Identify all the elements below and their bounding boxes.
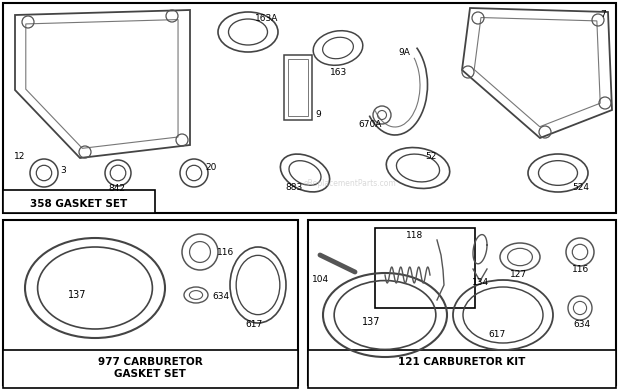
Text: 634: 634: [573, 320, 590, 329]
Text: 634: 634: [212, 292, 229, 301]
Text: 9: 9: [315, 110, 321, 119]
Text: 20: 20: [205, 163, 216, 172]
Text: 617: 617: [245, 320, 262, 329]
Text: 116: 116: [217, 248, 234, 257]
Text: 163: 163: [330, 68, 347, 77]
Text: 52: 52: [425, 152, 436, 161]
Text: 137: 137: [68, 290, 87, 300]
Bar: [284, 55, 312, 120]
Text: 524: 524: [572, 183, 589, 192]
Text: 134: 134: [472, 278, 489, 287]
Text: 842: 842: [108, 184, 125, 193]
Text: 617: 617: [488, 330, 505, 339]
Text: 121 CARBURETOR KIT: 121 CARBURETOR KIT: [398, 357, 526, 367]
Text: 977 CARBURETOR
GASKET SET: 977 CARBURETOR GASKET SET: [97, 357, 202, 378]
Text: 163A: 163A: [255, 14, 278, 23]
Bar: [3, 190, 155, 213]
Text: 118: 118: [406, 231, 423, 240]
Text: 137: 137: [362, 317, 381, 327]
Bar: [3, 220, 298, 385]
Text: 127: 127: [510, 270, 527, 279]
Text: 883: 883: [285, 183, 303, 192]
Text: 670A: 670A: [358, 120, 381, 129]
Text: 116: 116: [572, 265, 589, 274]
Bar: [375, 228, 475, 308]
Text: 358 GASKET SET: 358 GASKET SET: [30, 199, 128, 209]
Text: 7: 7: [600, 10, 606, 19]
Text: eReplacementParts.com: eReplacementParts.com: [304, 179, 396, 188]
Bar: [308, 220, 616, 385]
Bar: [3, 3, 616, 213]
Bar: [288, 59, 308, 116]
Bar: [3, 350, 298, 388]
Text: 12: 12: [14, 152, 25, 161]
Text: 9A: 9A: [398, 48, 410, 57]
Text: 3: 3: [60, 166, 66, 175]
Text: 104: 104: [312, 275, 329, 284]
Bar: [308, 350, 616, 388]
